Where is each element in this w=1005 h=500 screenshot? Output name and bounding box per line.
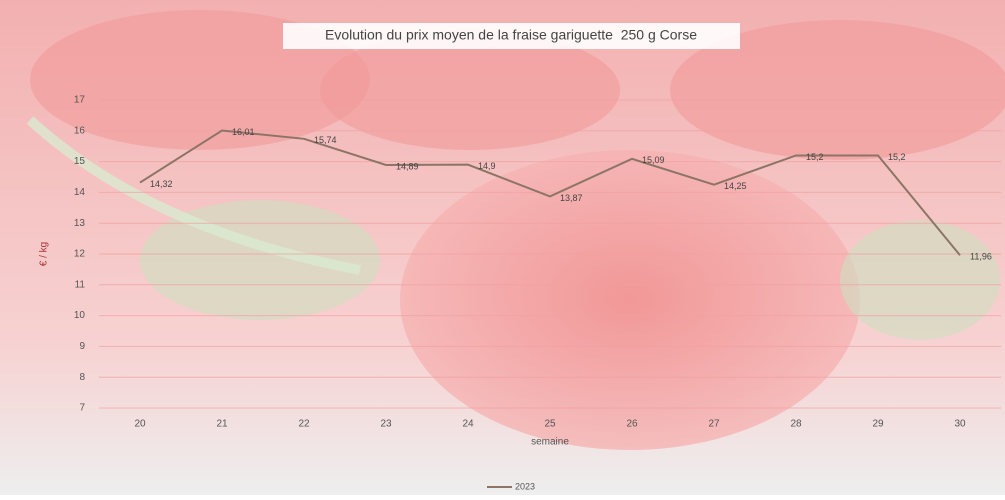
chart-title: Evolution du prix moyen de la fraise gar…	[325, 27, 697, 43]
y-axis-label: € / kg	[39, 242, 50, 266]
data-label: 14,25	[724, 181, 747, 191]
y-tick-label: 13	[74, 218, 86, 229]
x-tick-label: 20	[134, 419, 146, 430]
x-tick-label: 28	[790, 419, 802, 430]
background-leaf	[840, 220, 1000, 340]
y-tick-label: 8	[79, 372, 85, 383]
x-tick-label: 23	[380, 419, 392, 430]
y-tick-label: 9	[79, 341, 85, 352]
data-label: 15,2	[888, 152, 906, 162]
x-tick-label: 22	[298, 419, 310, 430]
data-label: 14,9	[478, 161, 496, 171]
chart: Evolution du prix moyen de la fraise gar…	[0, 0, 1005, 495]
data-label: 13,87	[560, 193, 583, 203]
x-tick-label: 27	[708, 419, 720, 430]
data-label: 11,96	[970, 252, 992, 262]
y-tick-label: 17	[74, 95, 86, 106]
x-tick-label: 21	[216, 419, 228, 430]
data-label: 15,74	[314, 135, 337, 145]
data-label: 16,01	[232, 127, 255, 137]
data-label: 14,89	[396, 161, 419, 171]
y-tick-label: 15	[74, 156, 86, 167]
data-label: 15,2	[806, 152, 824, 162]
x-axis-label: semaine	[531, 437, 569, 448]
x-tick-label: 24	[462, 419, 474, 430]
y-tick-label: 10	[74, 310, 86, 321]
data-label: 14,32	[150, 179, 173, 189]
x-tick-label: 29	[872, 419, 884, 430]
y-tick-label: 11	[75, 279, 86, 290]
data-label: 15,09	[642, 155, 665, 165]
y-tick-label: 12	[74, 249, 86, 260]
legend-label: 2023	[515, 481, 535, 491]
y-tick-label: 16	[74, 125, 86, 136]
y-tick-label: 14	[74, 187, 86, 198]
y-tick-label: 7	[79, 403, 85, 414]
x-tick-label: 25	[544, 419, 556, 430]
x-tick-label: 30	[954, 419, 966, 430]
x-tick-label: 26	[626, 419, 638, 430]
background-strawberry	[400, 150, 860, 450]
